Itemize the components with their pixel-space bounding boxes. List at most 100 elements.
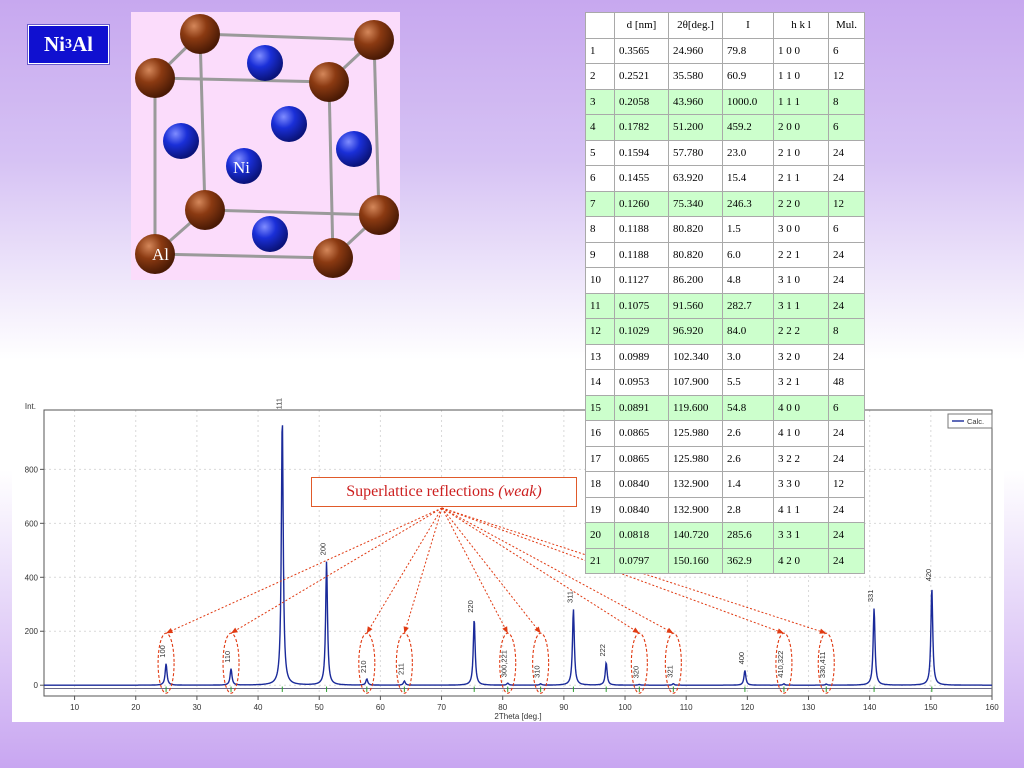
cell-mul: 12	[828, 63, 865, 90]
x-tick-label: 30	[192, 703, 201, 712]
superlattice-arrows	[165, 507, 827, 634]
cell-hkl: 3 1 0	[773, 267, 829, 294]
cell-mul: 12	[828, 471, 865, 498]
cell-n: 10	[585, 267, 615, 294]
table-row: 9 0.1188 80.820 6.0 2 2 1 24	[585, 241, 865, 268]
title-main: Ni	[44, 32, 65, 56]
cell-d: 0.0818	[614, 522, 669, 549]
cell-d: 0.0840	[614, 496, 669, 523]
y-tick-label: 800	[25, 465, 39, 474]
cell-tt: 91.560	[668, 292, 723, 319]
peak-label: 400	[737, 652, 746, 665]
cell-i: 60.9	[722, 63, 774, 90]
cell-n: 5	[585, 139, 615, 166]
cell-hkl: 4 1 1	[773, 496, 829, 523]
legend-label: Calc.	[967, 417, 984, 426]
cell-hkl: 1 0 0	[773, 37, 829, 64]
al-atom	[180, 14, 220, 54]
superlattice-arrow-head	[502, 626, 508, 634]
cell-hkl: 3 3 0	[773, 471, 829, 498]
peak-label: 310	[533, 665, 542, 678]
cell-d: 0.1782	[614, 114, 669, 141]
peak-label: 111	[274, 398, 283, 409]
cell-tt: 102.340	[668, 343, 723, 370]
ni-atom	[163, 123, 199, 159]
cell-d: 0.3565	[614, 37, 669, 64]
cell-i: 246.3	[722, 190, 774, 217]
cell-tt: 125.980	[668, 420, 723, 447]
cell-hkl: 4 1 0	[773, 420, 829, 447]
annotation-emphasis: (weak)	[498, 483, 542, 500]
peak-label: 331	[866, 590, 875, 603]
y-tick-label: 200	[25, 627, 39, 636]
table-row: 6 0.1455 63.920 15.4 2 1 1 24	[585, 165, 865, 192]
superlattice-arrow-line	[366, 507, 443, 634]
x-tick-label: 90	[559, 703, 568, 712]
peak-label: 330,411	[818, 652, 827, 679]
plot-axes: 10 20 30 40 50 60 70 80 90 100 110 120 130 140 150 1600…	[25, 402, 1000, 721]
cell-mul: 6	[828, 114, 865, 141]
xrd-plot: 10 20 30 40 50 60 70 80 90 100 110 120 130 140 150 1600…	[25, 398, 1000, 721]
cell-d: 0.1455	[614, 165, 669, 192]
cell-i: 15.4	[722, 165, 774, 192]
peak-label: 420	[924, 569, 933, 582]
title-subscript: 3	[65, 36, 72, 52]
plot-frame	[43, 409, 993, 697]
cell-n: 1	[585, 37, 615, 64]
cell-i: 459.2	[722, 114, 774, 141]
superlattice-arrow-head	[534, 626, 541, 634]
peak-label: 200	[319, 543, 328, 556]
x-tick-label: 50	[315, 703, 324, 712]
superlattice-arrow-head	[819, 628, 827, 634]
cell-i: 362.9	[722, 547, 774, 574]
cell-i: 84.0	[722, 318, 774, 345]
cell-n: 17	[585, 445, 615, 472]
cell-mul: 6	[828, 37, 865, 64]
cell-i: 4.8	[722, 267, 774, 294]
superlattice-arrow-line	[441, 507, 785, 634]
cell-tt: 24.960	[668, 37, 723, 64]
cell-i: 285.6	[722, 522, 774, 549]
cell-d: 0.1260	[614, 190, 669, 217]
title-tail: Al	[72, 32, 93, 56]
peak-label: 220	[466, 600, 475, 613]
reflection-table: d [nm] 2θ[deg.] I h k l Mul. 1 0.3565 24.9…	[585, 12, 865, 574]
x-tick-label: 110	[680, 703, 693, 712]
cell-hkl: 3 1 1	[773, 292, 829, 319]
superlattice-arrow-head	[632, 627, 640, 634]
x-tick-label: 10	[70, 703, 79, 712]
cell-d: 0.1188	[614, 241, 669, 268]
cell-mul: 12	[828, 190, 865, 217]
table-row: 19 0.0840 132.900 2.8 4 1 1 24	[585, 496, 865, 523]
cell-d: 0.1075	[614, 292, 669, 319]
crystal-svg: Ni Al	[135, 14, 399, 278]
annotation-text: Superlattice reflections	[346, 483, 495, 500]
cell-n: 12	[585, 318, 615, 345]
calc-curve	[44, 425, 992, 686]
superlattice-arrow-line	[230, 507, 443, 634]
header-hkl: h k l	[773, 12, 829, 39]
cell-mul: 8	[828, 318, 865, 345]
peak-label: 211	[396, 663, 405, 675]
x-tick-label: 80	[498, 703, 507, 712]
superlattice-arrow-line	[165, 507, 443, 634]
al-atom	[185, 190, 225, 230]
superlattice-arrow-head	[403, 626, 409, 634]
table-row: 5 0.1594 57.780 23.0 2 1 0 24	[585, 139, 865, 166]
peak-label: 222	[598, 644, 607, 657]
cell-mul: 24	[828, 343, 865, 370]
cell-mul: 6	[828, 216, 865, 243]
cell-n: 11	[585, 292, 615, 319]
table-row: 21 0.0797 150.160 362.9 4 2 0 24	[585, 547, 865, 574]
peak-label: 321	[665, 665, 674, 678]
cell-d: 0.1029	[614, 318, 669, 345]
cell-mul: 24	[828, 139, 865, 166]
table-row: 17 0.0865 125.980 2.6 3 2 2 24	[585, 445, 865, 472]
superlattice-arrow-head	[776, 628, 784, 634]
x-tick-label: 160	[985, 703, 999, 712]
cell-d: 0.1127	[614, 267, 669, 294]
cell-d: 0.0840	[614, 471, 669, 498]
table-row: 14 0.0953 107.900 5.5 3 2 1 48	[585, 369, 865, 396]
cell-tt: 119.600	[668, 394, 723, 421]
